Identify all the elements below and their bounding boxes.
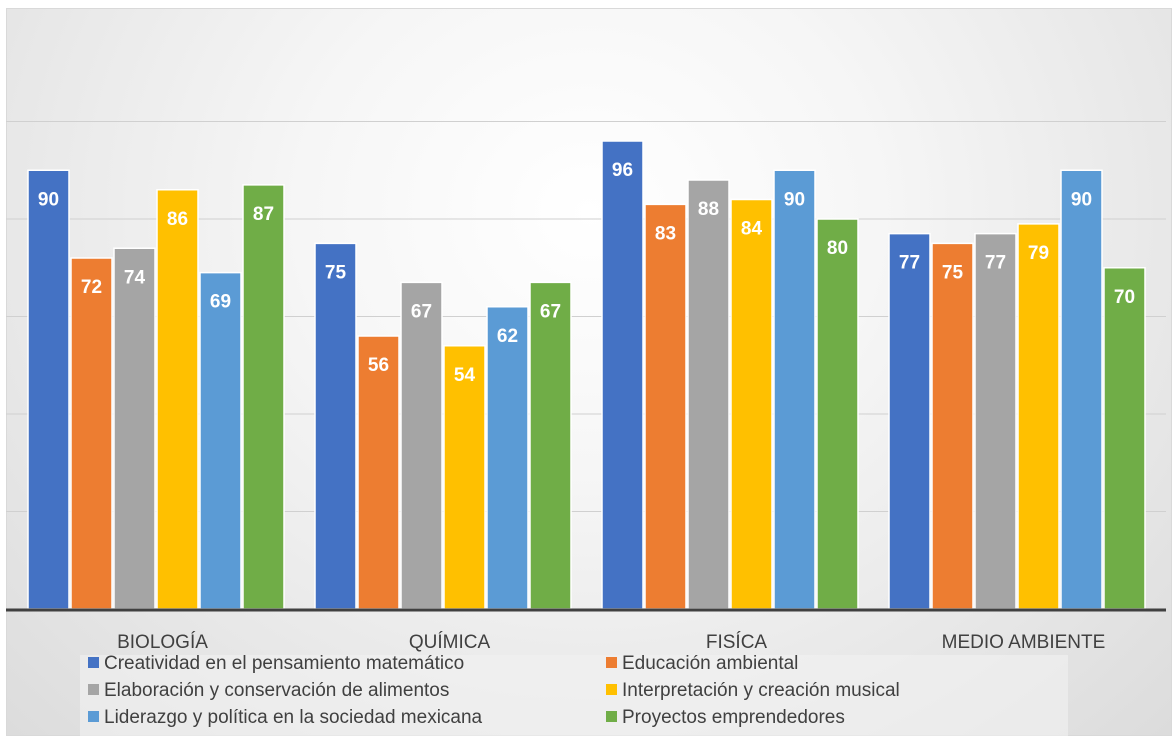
bar [156,189,199,610]
data-label: 86 [167,209,188,230]
bar [816,218,859,610]
bar [314,242,357,610]
legend-swatch [88,657,99,668]
data-label: 74 [124,267,146,288]
legend-label: Elaboración y conservación de alimentos [104,680,449,701]
bar [529,281,572,610]
category-label: QUÍMICA [409,632,491,653]
data-label: 62 [497,326,518,347]
legend-label: Liderazgo y política en la sociedad mexi… [104,707,483,728]
category-label: BIOLOGÍA [117,632,208,653]
data-label: 75 [325,262,347,283]
data-label: 90 [784,189,805,210]
bar [400,281,443,610]
legend-label: Creatividad en el pensamiento matemático [104,653,464,674]
data-label: 90 [38,189,59,210]
bar [931,242,974,610]
bar [687,179,730,610]
legend-swatch [606,711,617,722]
data-label: 87 [253,204,274,225]
data-label: 69 [210,292,231,313]
legend-swatch [606,657,617,668]
legend-swatch [88,684,99,695]
bar [199,271,242,610]
bar [730,198,773,610]
bar [113,247,156,610]
category-label: MEDIO AMBIENTE [942,632,1106,653]
legend-label: Educación ambiental [622,653,798,674]
data-label: 77 [899,253,920,274]
data-label: 67 [411,301,432,322]
bar [1103,267,1146,610]
bar [773,169,816,610]
bar [70,257,113,610]
bar [644,203,687,610]
category-label: FISÍCA [706,632,768,653]
data-label: 77 [985,253,1006,274]
legend-box [80,655,1068,736]
bar [974,232,1017,610]
bar [242,184,285,610]
data-label: 96 [612,160,633,181]
data-label: 90 [1071,189,1092,210]
data-label: 80 [827,238,848,259]
bar [601,140,644,610]
data-label: 54 [454,365,476,386]
data-label: 83 [655,223,676,244]
legend-swatch [606,684,617,695]
data-label: 88 [698,199,719,220]
bar [1017,223,1060,610]
legend-label: Interpretación y creación musical [622,680,900,701]
legend-swatch [88,711,99,722]
data-label: 84 [741,219,763,240]
bar [486,306,529,610]
data-label: 72 [81,277,102,298]
bar [1060,169,1103,610]
data-label: 75 [942,262,964,283]
data-label: 79 [1028,243,1049,264]
data-label: 67 [540,301,561,322]
data-label: 56 [368,355,389,376]
bar [888,232,931,610]
legend-label: Proyectos emprendedores [622,707,845,728]
bar [357,335,400,610]
data-label: 70 [1114,287,1135,308]
bar [27,169,70,610]
